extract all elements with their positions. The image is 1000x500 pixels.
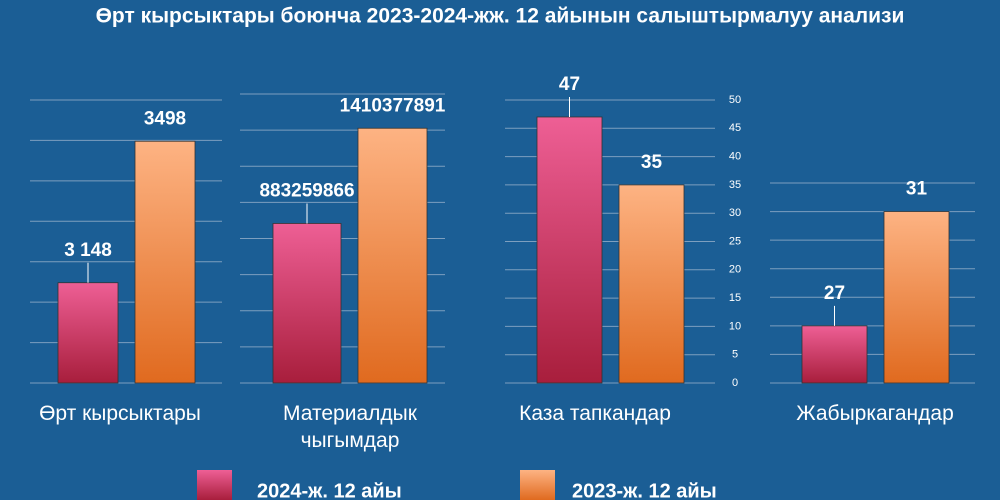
value-label: 31 <box>906 179 928 200</box>
category-label: Жабыркагандар <box>796 402 954 425</box>
y-tick-label: 20 <box>729 264 741 276</box>
category-label: Материалдык чыгымдар <box>283 402 417 452</box>
legend-swatch <box>197 470 232 500</box>
y-tick-label: 30 <box>729 207 741 219</box>
y-tick-label: 40 <box>729 151 741 163</box>
legend-swatch <box>520 470 555 500</box>
y-tick-label: 5 <box>732 349 738 361</box>
y-tick-label: 45 <box>729 122 741 134</box>
value-label: 27 <box>824 283 845 304</box>
value-label: 47 <box>559 74 580 95</box>
bar <box>272 223 342 384</box>
bar <box>618 184 685 384</box>
y-tick-label: 0 <box>732 377 738 389</box>
legend-label: 2024-ж. 12 айы <box>257 480 402 500</box>
category-label: Каза тапкандар <box>519 402 671 425</box>
bar <box>536 116 603 384</box>
y-tick-label: 10 <box>729 320 741 332</box>
value-label: 3498 <box>144 108 186 129</box>
value-label: 3 148 <box>64 240 112 261</box>
bar <box>357 127 428 384</box>
value-label: 1410377891 <box>340 95 446 116</box>
value-label: 35 <box>641 152 663 173</box>
bar <box>801 325 868 384</box>
value-label: 883259866 <box>259 180 354 201</box>
y-tick-label: 50 <box>729 94 741 106</box>
category-label: Өрт кырсыктары <box>39 402 201 425</box>
bar <box>134 140 196 384</box>
legend-label: 2023-ж. 12 айы <box>572 480 717 500</box>
bar <box>883 211 950 384</box>
y-tick-label: 15 <box>729 292 741 304</box>
bar <box>57 282 119 384</box>
y-tick-label: 25 <box>729 235 741 247</box>
y-tick-label: 35 <box>729 179 741 191</box>
chart-title: Өрт кырсыктары боюнча 2023-2024-жж. 12 а… <box>96 5 905 28</box>
